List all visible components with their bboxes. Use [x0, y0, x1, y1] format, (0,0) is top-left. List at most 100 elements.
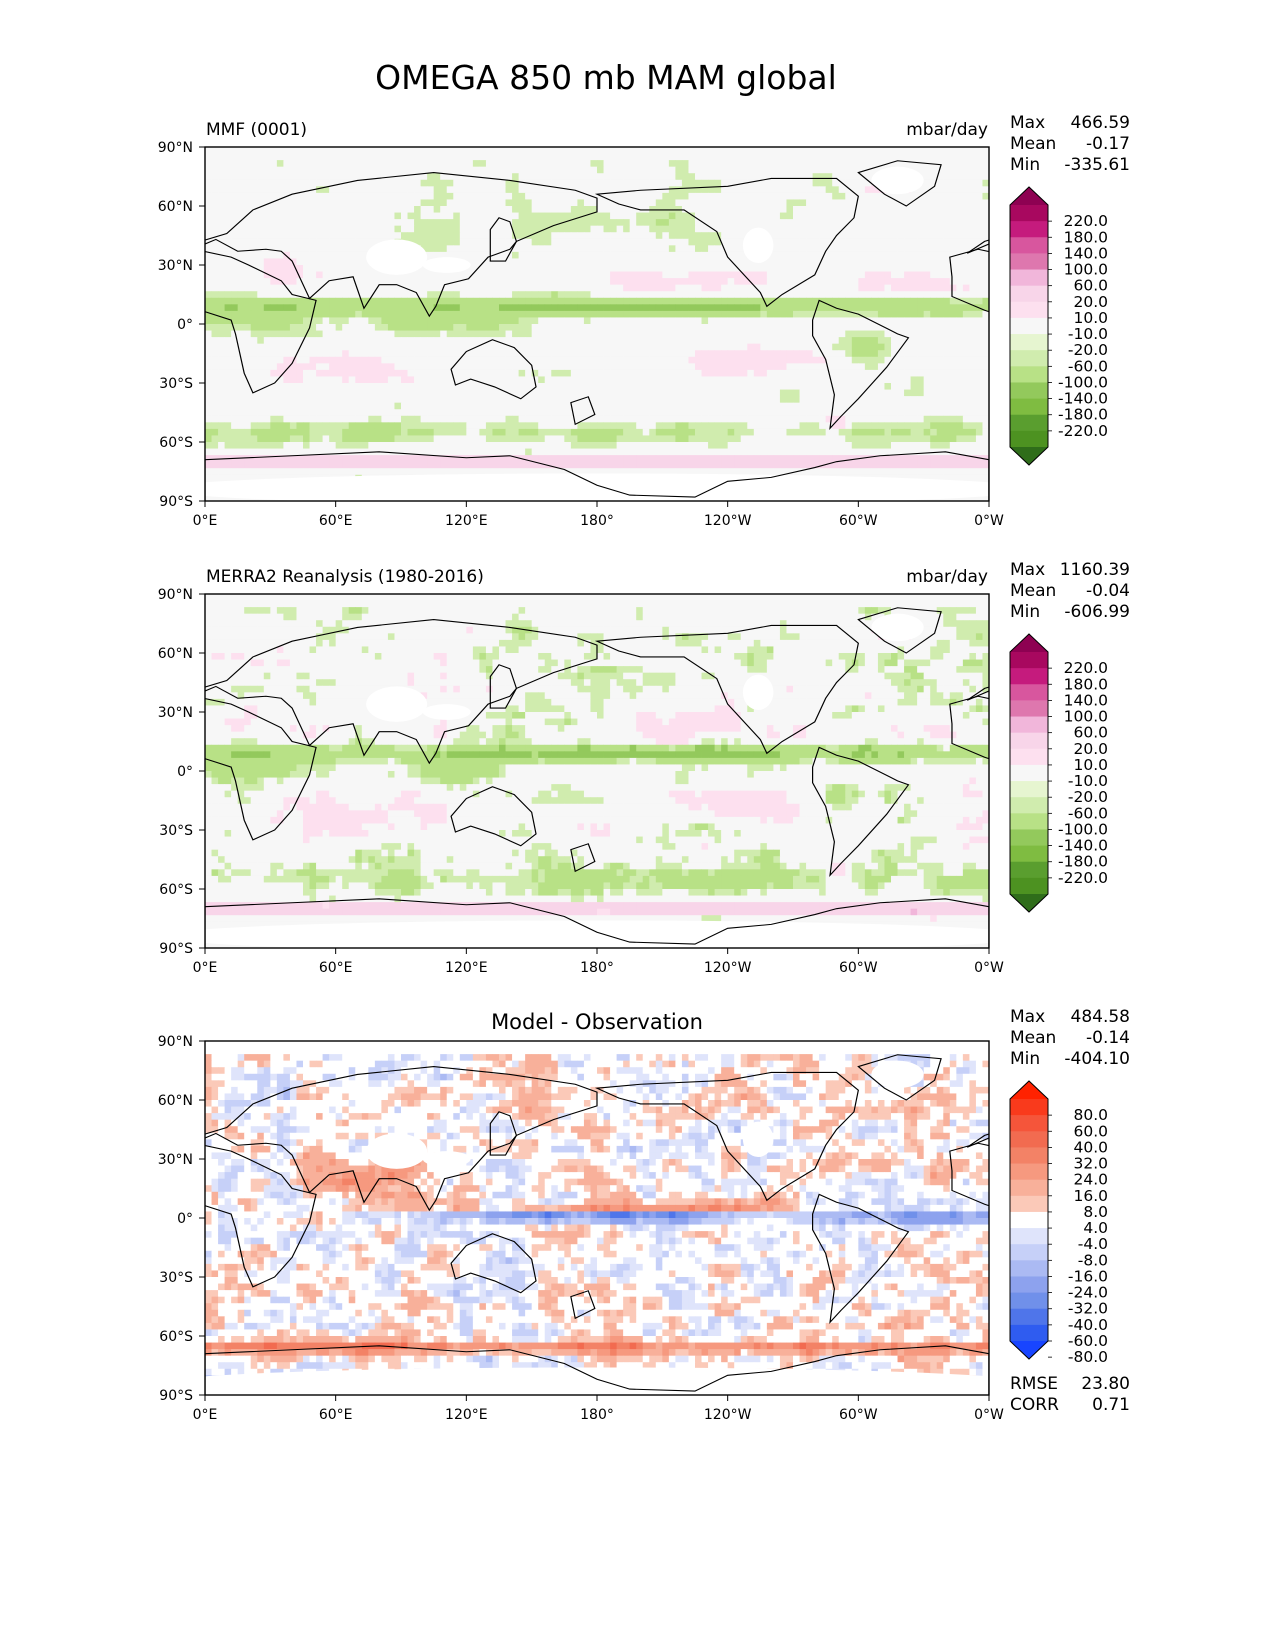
colorbar-tick-label: 60.0: [1073, 277, 1108, 295]
lat-tick-label: 90°N: [158, 1034, 193, 1050]
colorbar-tick-label: 100.0: [1064, 708, 1108, 726]
lon-tick-label: 60°W: [839, 513, 878, 529]
colorbar-tick-label: 60.0: [1073, 724, 1108, 742]
colorbar-tick-label: -40.0: [1068, 1316, 1108, 1334]
colorbar-tick-label: 20.0: [1073, 293, 1108, 311]
stat-value: -404.10: [1064, 1049, 1130, 1069]
lat-tick-label: 30°S: [159, 1270, 193, 1286]
colorbar: 80.060.040.032.024.016.08.04.0-4.0-8.0-1…: [1009, 1080, 1108, 1366]
map-panel: 90°N 60°N 30°N 0° 30°S 60°S 90°S0°E 60°E 120°E 18…: [158, 560, 1130, 976]
lon-tick-label: 60°E: [319, 1407, 353, 1423]
stat-value: -0.17: [1086, 134, 1130, 154]
panel-title: MMF (0001): [206, 120, 307, 140]
lon-tick-label: 120°E: [445, 960, 488, 976]
colorbar-tick-label: -60.0: [1068, 357, 1108, 375]
map-panel: 90°N 60°N 30°N 0° 30°S 60°S 90°S0°E 60°E 120°E 18…: [158, 1007, 1130, 1423]
colorbar-tick-label: 220.0: [1064, 659, 1108, 677]
lon-tick-label: 120°W: [704, 1407, 752, 1423]
colorbar-tick-label: -80.0: [1068, 1348, 1108, 1366]
colorbar-tick-label: -10.0: [1068, 772, 1108, 790]
stat-label: Max: [1010, 1007, 1045, 1027]
panel-units: mbar/day: [906, 120, 988, 140]
map-panel: 90°N 60°N 30°N 0° 30°S 60°S 90°S0°E 60°E 120°E 18…: [158, 113, 1130, 529]
colorbar-tick-label: 10.0: [1073, 756, 1108, 774]
colorbar-tick-label: 140.0: [1064, 244, 1108, 262]
stat-label: Mean: [1010, 1028, 1056, 1048]
colorbar-tick-label: -10.0: [1068, 325, 1108, 343]
lat-tick-label: 90°S: [159, 1388, 193, 1404]
lat-tick-label: 30°S: [159, 376, 193, 392]
colorbar-tick-label: 8.0: [1083, 1203, 1108, 1221]
stat-value: 484.58: [1071, 1007, 1130, 1027]
colorbar-tick-label: -220.0: [1058, 422, 1108, 440]
colorbar-tick-label: 100.0: [1064, 261, 1108, 279]
lat-tick-label: 0°: [177, 317, 193, 333]
lat-tick-label: 60°N: [158, 1093, 193, 1109]
stat-label: Mean: [1010, 581, 1056, 601]
field-raster: [205, 594, 989, 948]
colorbar-tick-label: 16.0: [1073, 1187, 1108, 1205]
lon-tick-label: 60°E: [319, 513, 353, 529]
colorbar-tick-label: -140.0: [1058, 837, 1108, 855]
colorbar-tick-label: 220.0: [1064, 212, 1108, 230]
panel-units: mbar/day: [906, 567, 988, 587]
stat-label: Min: [1010, 155, 1040, 175]
colorbar-tick-label: -100.0: [1058, 820, 1108, 838]
stat-label: Min: [1010, 602, 1040, 622]
lon-tick-label: 60°W: [839, 1407, 878, 1423]
colorbar-tick-label: 140.0: [1064, 691, 1108, 709]
colorbar-tick-label: -20.0: [1068, 341, 1108, 359]
lon-tick-label: 0°E: [193, 513, 218, 529]
figure-title: OMEGA 850 mb MAM global: [375, 58, 837, 97]
colorbar-tick-label: -140.0: [1058, 390, 1108, 408]
lat-tick-label: 60°N: [158, 199, 193, 215]
lat-tick-label: 60°N: [158, 646, 193, 662]
colorbar-tick-label: 4.0: [1083, 1219, 1108, 1237]
colorbar-tick-label: -180.0: [1058, 853, 1108, 871]
colorbar-tick-label: 180.0: [1064, 675, 1108, 693]
colorbar-tick-label: -32.0: [1068, 1300, 1108, 1318]
field-raster: [205, 1041, 989, 1395]
stat-label: CORR: [1010, 1395, 1059, 1415]
colorbar-tick-label: -4.0: [1078, 1235, 1108, 1253]
lat-tick-label: 0°: [177, 764, 193, 780]
lon-tick-label: 180°: [580, 960, 614, 976]
colorbar-tick-label: -16.0: [1068, 1267, 1108, 1285]
lon-tick-label: 60°E: [319, 960, 353, 976]
lat-tick-label: 60°S: [159, 1329, 193, 1345]
colorbar-tick-label: 60.0: [1073, 1122, 1108, 1140]
lon-tick-label: 120°W: [704, 513, 752, 529]
stat-label: Min: [1010, 1049, 1040, 1069]
lon-tick-label: 0°E: [193, 960, 218, 976]
stat-label: RMSE: [1010, 1374, 1058, 1394]
colorbar-tick-label: -24.0: [1068, 1284, 1108, 1302]
colorbar-tick-label: 32.0: [1073, 1155, 1108, 1173]
masked-terrain: [205, 613, 989, 948]
lat-tick-label: 60°S: [159, 882, 193, 898]
lat-tick-label: 90°N: [158, 587, 193, 603]
lat-tick-label: 90°S: [159, 941, 193, 957]
panel-title: MERRA2 Reanalysis (1980-2016): [206, 567, 484, 587]
colorbar-tick-label: -20.0: [1068, 788, 1108, 806]
stat-label: Max: [1010, 560, 1045, 580]
stat-label: Max: [1010, 113, 1045, 133]
colorbar: 220.0180.0140.0100.060.020.010.0-10.0-20…: [1009, 633, 1108, 913]
colorbar-tick-label: 40.0: [1073, 1138, 1108, 1156]
stat-value: 23.80: [1081, 1374, 1130, 1394]
stat-label: Mean: [1010, 134, 1056, 154]
lon-tick-label: 0°W: [974, 1407, 1004, 1423]
lat-tick-label: 30°N: [158, 705, 193, 721]
lon-tick-label: 60°W: [839, 960, 878, 976]
stat-value: -335.61: [1064, 155, 1130, 175]
lon-tick-label: 0°E: [193, 1407, 218, 1423]
colorbar-tick-label: 24.0: [1073, 1171, 1108, 1189]
lon-tick-label: 120°E: [445, 513, 488, 529]
lat-tick-label: 90°N: [158, 140, 193, 156]
lat-tick-label: 30°N: [158, 258, 193, 274]
lon-tick-label: 0°W: [974, 960, 1004, 976]
colorbar-tick-label: 20.0: [1073, 740, 1108, 758]
lon-tick-label: 120°E: [445, 1407, 488, 1423]
lon-tick-label: 0°W: [974, 513, 1004, 529]
lat-tick-label: 30°N: [158, 1152, 193, 1168]
